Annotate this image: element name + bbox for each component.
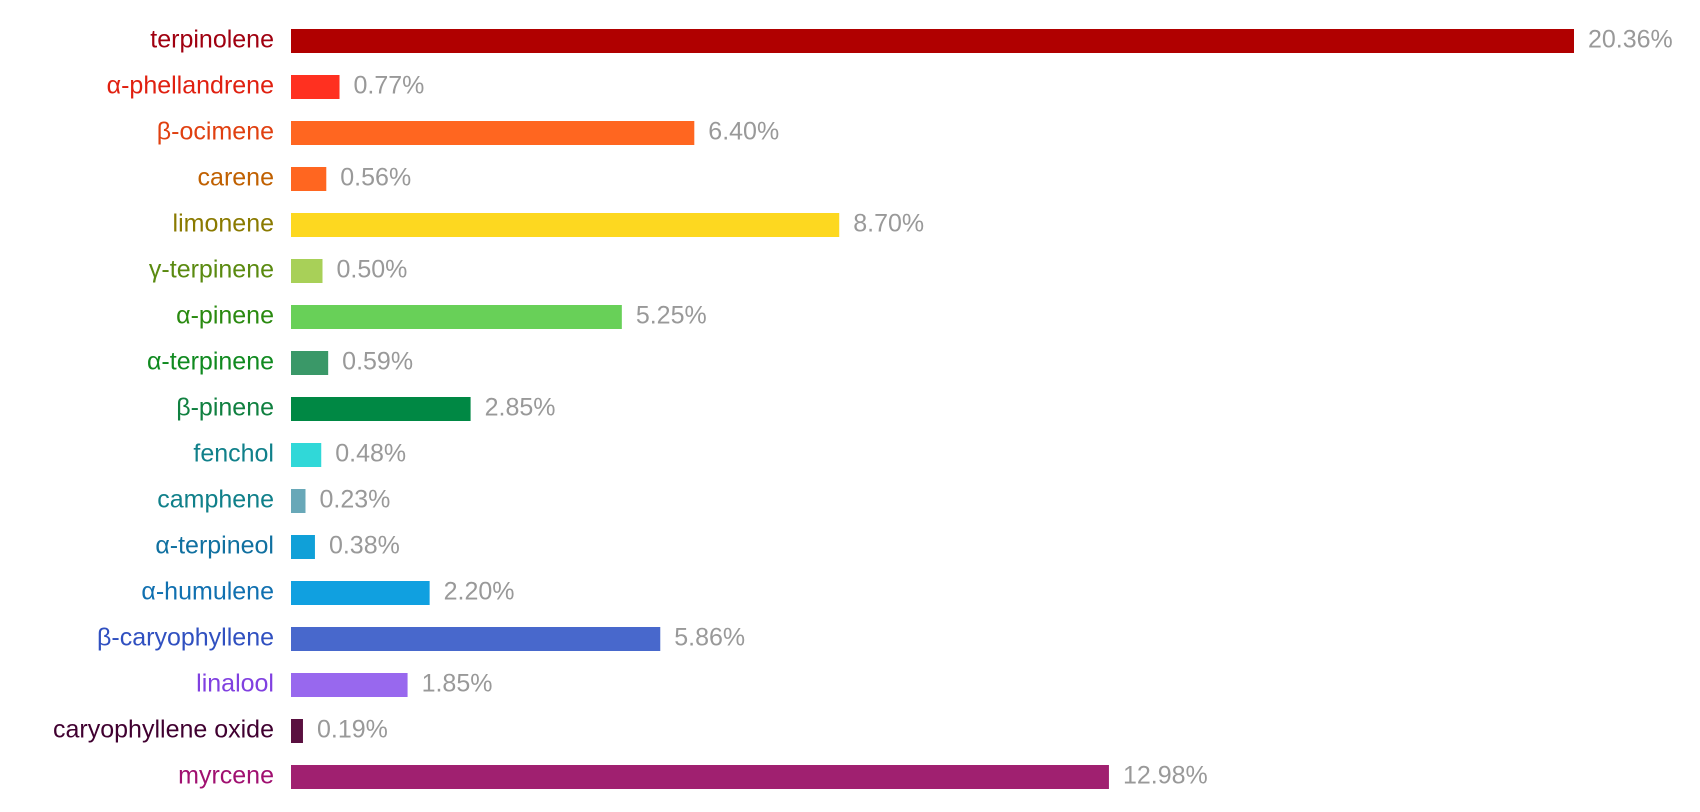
category-label: α-terpinene [147, 348, 274, 376]
value-label: 5.86% [674, 624, 745, 652]
category-label: linalool [196, 670, 274, 698]
value-label: 0.50% [337, 256, 408, 284]
bar [291, 719, 303, 743]
bar [291, 75, 340, 99]
category-label: β-caryophyllene [97, 624, 274, 652]
value-label: 12.98% [1123, 762, 1208, 790]
category-label: fenchol [193, 440, 274, 468]
bar [291, 581, 430, 605]
value-label: 0.38% [329, 532, 400, 560]
category-label: α-terpineol [155, 532, 274, 560]
category-label: γ-terpinene [149, 256, 274, 284]
category-label: β-pinene [176, 394, 274, 422]
value-label: 0.48% [335, 440, 406, 468]
bar [291, 443, 322, 467]
category-label: β-ocimene [157, 118, 274, 146]
category-label: α-humulene [141, 578, 274, 606]
bar [291, 121, 695, 145]
bar [291, 765, 1109, 789]
bar [291, 627, 661, 651]
value-label: 0.19% [317, 716, 388, 744]
category-label: camphene [157, 486, 274, 514]
value-label: 20.36% [1588, 26, 1673, 54]
value-label: 2.20% [444, 578, 515, 606]
value-label: 0.56% [340, 164, 411, 192]
bar [291, 29, 1574, 53]
category-label: α-phellandrene [107, 72, 274, 100]
value-label: 0.77% [354, 72, 425, 100]
bar [291, 489, 306, 513]
category-label: terpinolene [150, 26, 274, 54]
category-label: limonene [173, 210, 274, 238]
category-label: carene [198, 164, 274, 192]
bar [291, 259, 323, 283]
value-label: 2.85% [485, 394, 556, 422]
bar [291, 397, 471, 421]
bar [291, 167, 327, 191]
bar [291, 305, 622, 329]
bar [291, 535, 315, 559]
bar [291, 213, 840, 237]
value-label: 0.59% [342, 348, 413, 376]
bar [291, 351, 329, 375]
value-label: 0.23% [319, 486, 390, 514]
value-label: 5.25% [636, 302, 707, 330]
value-label: 1.85% [422, 670, 493, 698]
bar [291, 673, 408, 697]
value-label: 8.70% [853, 210, 924, 238]
category-label: caryophyllene oxide [53, 716, 274, 744]
value-label: 6.40% [708, 118, 779, 146]
category-label: myrcene [178, 762, 274, 790]
category-label: α-pinene [176, 302, 274, 330]
